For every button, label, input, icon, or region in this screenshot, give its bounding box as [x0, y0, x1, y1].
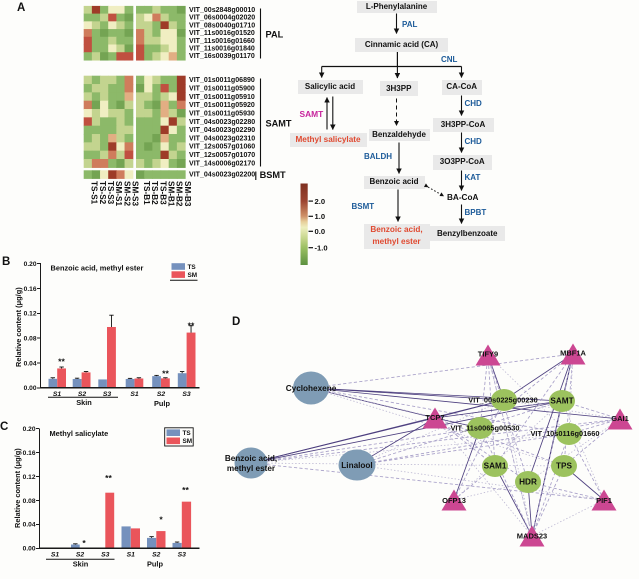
svg-text:-1.0: -1.0 [315, 243, 328, 252]
svg-text:VIT_08s0040g01710: VIT_08s0040g01710 [189, 22, 255, 29]
svg-text:VIT_01s0011g05920: VIT_01s0011g05920 [189, 102, 255, 109]
svg-text:SM: SM [183, 438, 193, 445]
svg-text:0.12: 0.12 [24, 311, 37, 318]
svg-text:Benzoic acid, methyl ester: Benzoic acid, methyl ester [51, 264, 144, 273]
svg-text:TS-B2: TS-B2 [150, 181, 159, 205]
svg-text:1.0: 1.0 [315, 212, 326, 221]
svg-text:TS-B3: TS-B3 [158, 181, 167, 205]
svg-text:TS: TS [188, 264, 197, 271]
svg-text:0.20: 0.20 [24, 261, 37, 268]
svg-text:VIT_12s0057g01060: VIT_12s0057g01060 [189, 144, 255, 151]
svg-text:SM-B3: SM-B3 [183, 181, 192, 207]
svg-text:Cyclohexene: Cyclohexene [286, 384, 337, 393]
svg-text:SM-S3: SM-S3 [130, 181, 139, 206]
svg-text:S2: S2 [78, 391, 87, 398]
svg-text:0.0: 0.0 [315, 227, 326, 236]
svg-text:PAL: PAL [266, 30, 284, 40]
svg-text:Benzoic acid,: Benzoic acid, [225, 454, 277, 463]
svg-text:VIT_04s0023g02280: VIT_04s0023g02280 [189, 119, 255, 126]
svg-text:Pulp: Pulp [154, 399, 170, 408]
svg-text:**: ** [105, 473, 112, 483]
svg-text:VIT_16s0039g01170: VIT_16s0039g01170 [189, 53, 255, 60]
svg-text:SM: SM [188, 272, 198, 279]
svg-text:0.04: 0.04 [23, 522, 36, 529]
svg-text:0.00: 0.00 [23, 546, 36, 553]
svg-text:VIT_01s0011g05900: VIT_01s0011g05900 [189, 85, 255, 92]
svg-text:S1: S1 [51, 552, 60, 559]
svg-text:Skin: Skin [73, 559, 89, 568]
svg-text:**: ** [58, 357, 65, 367]
svg-text:**: ** [182, 485, 189, 495]
svg-text:S1: S1 [53, 391, 62, 398]
svg-text:VIT_11s0016g01840: VIT_11s0016g01840 [189, 46, 255, 53]
svg-text:0.08: 0.08 [24, 336, 37, 343]
svg-text:S2: S2 [76, 552, 85, 559]
svg-text:VIT_00s0225g00230: VIT_00s0225g00230 [468, 396, 537, 405]
svg-text:Linalool: Linalool [341, 461, 372, 470]
svg-text:**: ** [188, 321, 195, 331]
svg-text:| BSMT: | BSMT [255, 170, 287, 180]
svg-text:2.0: 2.0 [315, 197, 326, 206]
svg-text:Skin: Skin [76, 398, 92, 407]
svg-text:SAMT: SAMT [266, 119, 292, 129]
svg-text:S3: S3 [182, 391, 191, 398]
svg-text:TS-S2: TS-S2 [98, 181, 107, 205]
svg-text:S3: S3 [103, 391, 112, 398]
svg-text:methyl ester: methyl ester [227, 464, 276, 473]
svg-text:TS-S1: TS-S1 [90, 181, 99, 205]
svg-text:TS: TS [183, 430, 192, 437]
svg-text:TPS: TPS [556, 462, 572, 471]
svg-text:0.04: 0.04 [24, 360, 37, 367]
svg-text:VIT_00s2848g00010: VIT_00s2848g00010 [189, 7, 255, 14]
svg-text:Pulp: Pulp [147, 559, 163, 568]
svg-text:SM-B2: SM-B2 [175, 181, 184, 207]
svg-text:VIT_11s0016g01660: VIT_11s0016g01660 [189, 38, 255, 45]
svg-text:S3: S3 [101, 552, 110, 559]
svg-text:VIT_01s0011g05930: VIT_01s0011g05930 [189, 110, 255, 117]
svg-text:VIT_04s0023g02310: VIT_04s0023g02310 [189, 135, 255, 142]
svg-text:*: * [82, 538, 86, 548]
svg-text:GAI1: GAI1 [611, 414, 629, 423]
svg-text:MBF1A: MBF1A [560, 349, 586, 358]
svg-text:TCP7: TCP7 [425, 413, 444, 422]
svg-text:VIT_06s0004g02020: VIT_06s0004g02020 [189, 15, 255, 22]
svg-text:0.16: 0.16 [24, 286, 37, 293]
svg-text:0.20: 0.20 [23, 426, 36, 433]
svg-text:S1: S1 [130, 391, 139, 398]
svg-text:S3: S3 [178, 552, 187, 559]
svg-text:VIT_11s0065g00530: VIT_11s0065g00530 [450, 424, 519, 433]
svg-text:VIT_14s0006g02170: VIT_14s0006g02170 [189, 160, 255, 167]
svg-text:VIT_04s0023g02200: VIT_04s0023g02200 [189, 172, 255, 179]
svg-text:VIT_10s0116g01660: VIT_10s0116g01660 [530, 429, 599, 438]
svg-text:SM-S1: SM-S1 [114, 181, 123, 206]
svg-text:VIT_01s0011g05910: VIT_01s0011g05910 [189, 94, 255, 101]
svg-text:SM-S2: SM-S2 [122, 181, 131, 206]
svg-text:PIF1: PIF1 [596, 496, 612, 505]
svg-text:TS-B1: TS-B1 [142, 181, 151, 205]
svg-text:S1: S1 [127, 552, 136, 559]
svg-text:Methyl salicylate: Methyl salicylate [50, 429, 109, 438]
svg-text:VIT_04s0023g02290: VIT_04s0023g02290 [189, 127, 255, 134]
svg-text:SAM1: SAM1 [484, 462, 507, 471]
svg-text:**: ** [162, 369, 169, 379]
svg-text:0.12: 0.12 [23, 474, 36, 481]
svg-text:VIT_11s0016g01520: VIT_11s0016g01520 [189, 30, 255, 37]
svg-text:HDR: HDR [519, 478, 537, 487]
svg-text:SM-B1: SM-B1 [166, 181, 175, 207]
svg-text:SAMT: SAMT [550, 397, 573, 406]
svg-text:VIT_12s0057g01070: VIT_12s0057g01070 [189, 152, 255, 159]
svg-text:TS-S3: TS-S3 [106, 181, 115, 205]
svg-text:VIT_01s0011g06890: VIT_01s0011g06890 [189, 77, 255, 84]
svg-text:0.16: 0.16 [23, 450, 36, 457]
svg-text:S2: S2 [157, 391, 166, 398]
svg-text:0.08: 0.08 [23, 498, 36, 505]
svg-text:TIFY9: TIFY9 [478, 350, 498, 359]
svg-text:*: * [159, 515, 163, 525]
svg-text:0.00: 0.00 [24, 385, 37, 392]
svg-text:S2: S2 [152, 552, 161, 559]
svg-text:MADS23: MADS23 [517, 532, 547, 541]
svg-text:OFP13: OFP13 [442, 496, 466, 505]
